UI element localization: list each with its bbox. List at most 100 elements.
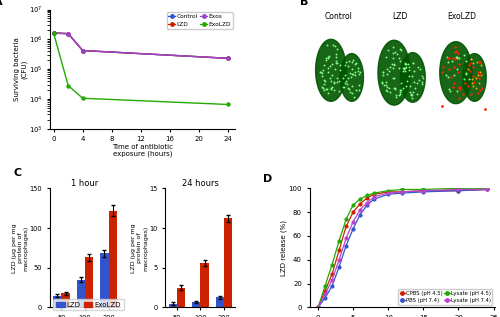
Lysate (pH 7.4) (385, 191, 391, 195)
Lysate (pH 4.5) (329, 263, 335, 267)
Text: ExoLZD: ExoLZD (448, 12, 476, 22)
PBS (pH 7.4) (385, 192, 391, 196)
Lysate (pH 7.4) (456, 188, 462, 191)
Bar (168, 303, 177, 307)
Bar (216, 297, 224, 307)
PBS (pH 7.4) (456, 189, 462, 193)
Text: B: B (300, 0, 308, 7)
ExoLZD (80, 96, 86, 100)
Lysate (pH 7.4) (420, 189, 426, 193)
CPBS (pH 4.5) (364, 196, 370, 200)
PBS (pH 7.4) (420, 190, 426, 194)
Line: Lysate (pH 4.5): Lysate (pH 4.5) (316, 187, 488, 309)
Exos (50, 31, 56, 35)
Exos (225, 56, 231, 60)
CPBS (pH 4.5) (420, 189, 426, 193)
CPBS (pH 4.5) (322, 289, 328, 293)
Text: D: D (263, 174, 272, 184)
Bar (62, 293, 70, 307)
CPBS (pH 4.5) (456, 189, 462, 193)
PBS (pH 7.4) (322, 296, 328, 300)
Y-axis label: Surviving bacteria
(CFU): Surviving bacteria (CFU) (14, 37, 27, 101)
PBS (pH 7.4) (329, 284, 335, 288)
Lysate (pH 7.4) (357, 208, 363, 212)
CPBS (pH 4.5) (343, 224, 349, 228)
PBS (pH 7.4) (371, 197, 377, 201)
Line: Exos: Exos (52, 32, 230, 60)
Lysate (pH 7.4) (343, 236, 349, 240)
Bar (200, 263, 208, 307)
Text: C: C (14, 168, 22, 178)
Line: LZD: LZD (52, 31, 230, 60)
ExoLZD (65, 84, 71, 87)
Line: PBS (pH 7.4): PBS (pH 7.4) (316, 188, 488, 309)
Lysate (pH 4.5) (350, 203, 356, 207)
LZD (50, 31, 56, 35)
Lysate (pH 4.5) (484, 186, 490, 190)
Bar (53, 295, 62, 307)
Line: Lysate (pH 7.4): Lysate (pH 7.4) (316, 188, 488, 309)
CPBS (pH 4.5) (400, 190, 406, 194)
Line: Control: Control (52, 32, 230, 60)
Y-axis label: LZD (µg per mg
protein of
macrophages): LZD (µg per mg protein of macrophages) (12, 223, 28, 273)
Text: LZD: LZD (392, 12, 408, 22)
Control (225, 56, 231, 60)
ExoLZD (50, 31, 56, 35)
Control (80, 49, 86, 52)
CPBS (pH 4.5) (484, 188, 490, 191)
Bar (85, 257, 93, 307)
CPBS (pH 4.5) (371, 192, 377, 196)
Control (50, 31, 56, 35)
Bar (192, 302, 200, 307)
Lysate (pH 4.5) (385, 189, 391, 193)
X-axis label: Time of antibiotic
exposure (hours): Time of antibiotic exposure (hours) (112, 144, 173, 157)
Lysate (pH 4.5) (343, 217, 349, 221)
Legend: CPBS (pH 4.5), PBS (pH 7.4), Lysate (pH 4.5), Lysate (pH 7.4): CPBS (pH 4.5), PBS (pH 7.4), Lysate (pH … (398, 289, 492, 305)
PBS (pH 7.4) (336, 265, 342, 269)
LZD (225, 56, 231, 60)
CPBS (pH 4.5) (315, 306, 321, 309)
Lysate (pH 4.5) (357, 197, 363, 201)
CPBS (pH 4.5) (357, 202, 363, 206)
Bar (108, 210, 117, 307)
Text: Control: Control (324, 12, 352, 22)
PBS (pH 7.4) (400, 191, 406, 195)
Line: ExoLZD: ExoLZD (52, 32, 230, 106)
Y-axis label: LZD release (%): LZD release (%) (280, 220, 287, 276)
Text: A: A (0, 0, 3, 7)
Lysate (pH 4.5) (420, 188, 426, 191)
Bar (224, 218, 232, 307)
Legend: Control, LZD, Exos, ExoLZD: Control, LZD, Exos, ExoLZD (166, 12, 232, 29)
Legend: LZD, ExoLZD: LZD, ExoLZD (54, 299, 124, 310)
Bar (76, 280, 85, 307)
Lysate (pH 4.5) (456, 186, 462, 190)
Lysate (pH 7.4) (322, 293, 328, 296)
CPBS (pH 4.5) (385, 190, 391, 194)
PBS (pH 7.4) (350, 227, 356, 231)
CPBS (pH 4.5) (336, 249, 342, 252)
Exos (80, 49, 86, 52)
Line: CPBS (pH 4.5): CPBS (pH 4.5) (316, 188, 488, 309)
LZD (65, 32, 71, 36)
Lysate (pH 7.4) (315, 306, 321, 309)
Bar (100, 254, 108, 307)
Title: 1 hour: 1 hour (72, 178, 99, 188)
Lysate (pH 4.5) (336, 239, 342, 243)
Y-axis label: LZD (µg per mg
protein of
macrophages): LZD (µg per mg protein of macrophages) (132, 223, 148, 273)
PBS (pH 7.4) (343, 243, 349, 247)
Lysate (pH 4.5) (371, 191, 377, 195)
CPBS (pH 4.5) (350, 210, 356, 214)
Lysate (pH 4.5) (322, 284, 328, 288)
PBS (pH 7.4) (315, 306, 321, 309)
Lysate (pH 7.4) (484, 188, 490, 191)
Title: 24 hours: 24 hours (182, 178, 219, 188)
PBS (pH 7.4) (357, 213, 363, 217)
LZD (80, 49, 86, 52)
Lysate (pH 4.5) (315, 306, 321, 309)
Lysate (pH 4.5) (400, 188, 406, 191)
Exos (65, 32, 71, 36)
Lysate (pH 7.4) (400, 190, 406, 194)
Lysate (pH 4.5) (364, 194, 370, 197)
Lysate (pH 7.4) (371, 195, 377, 198)
Lysate (pH 7.4) (336, 258, 342, 262)
